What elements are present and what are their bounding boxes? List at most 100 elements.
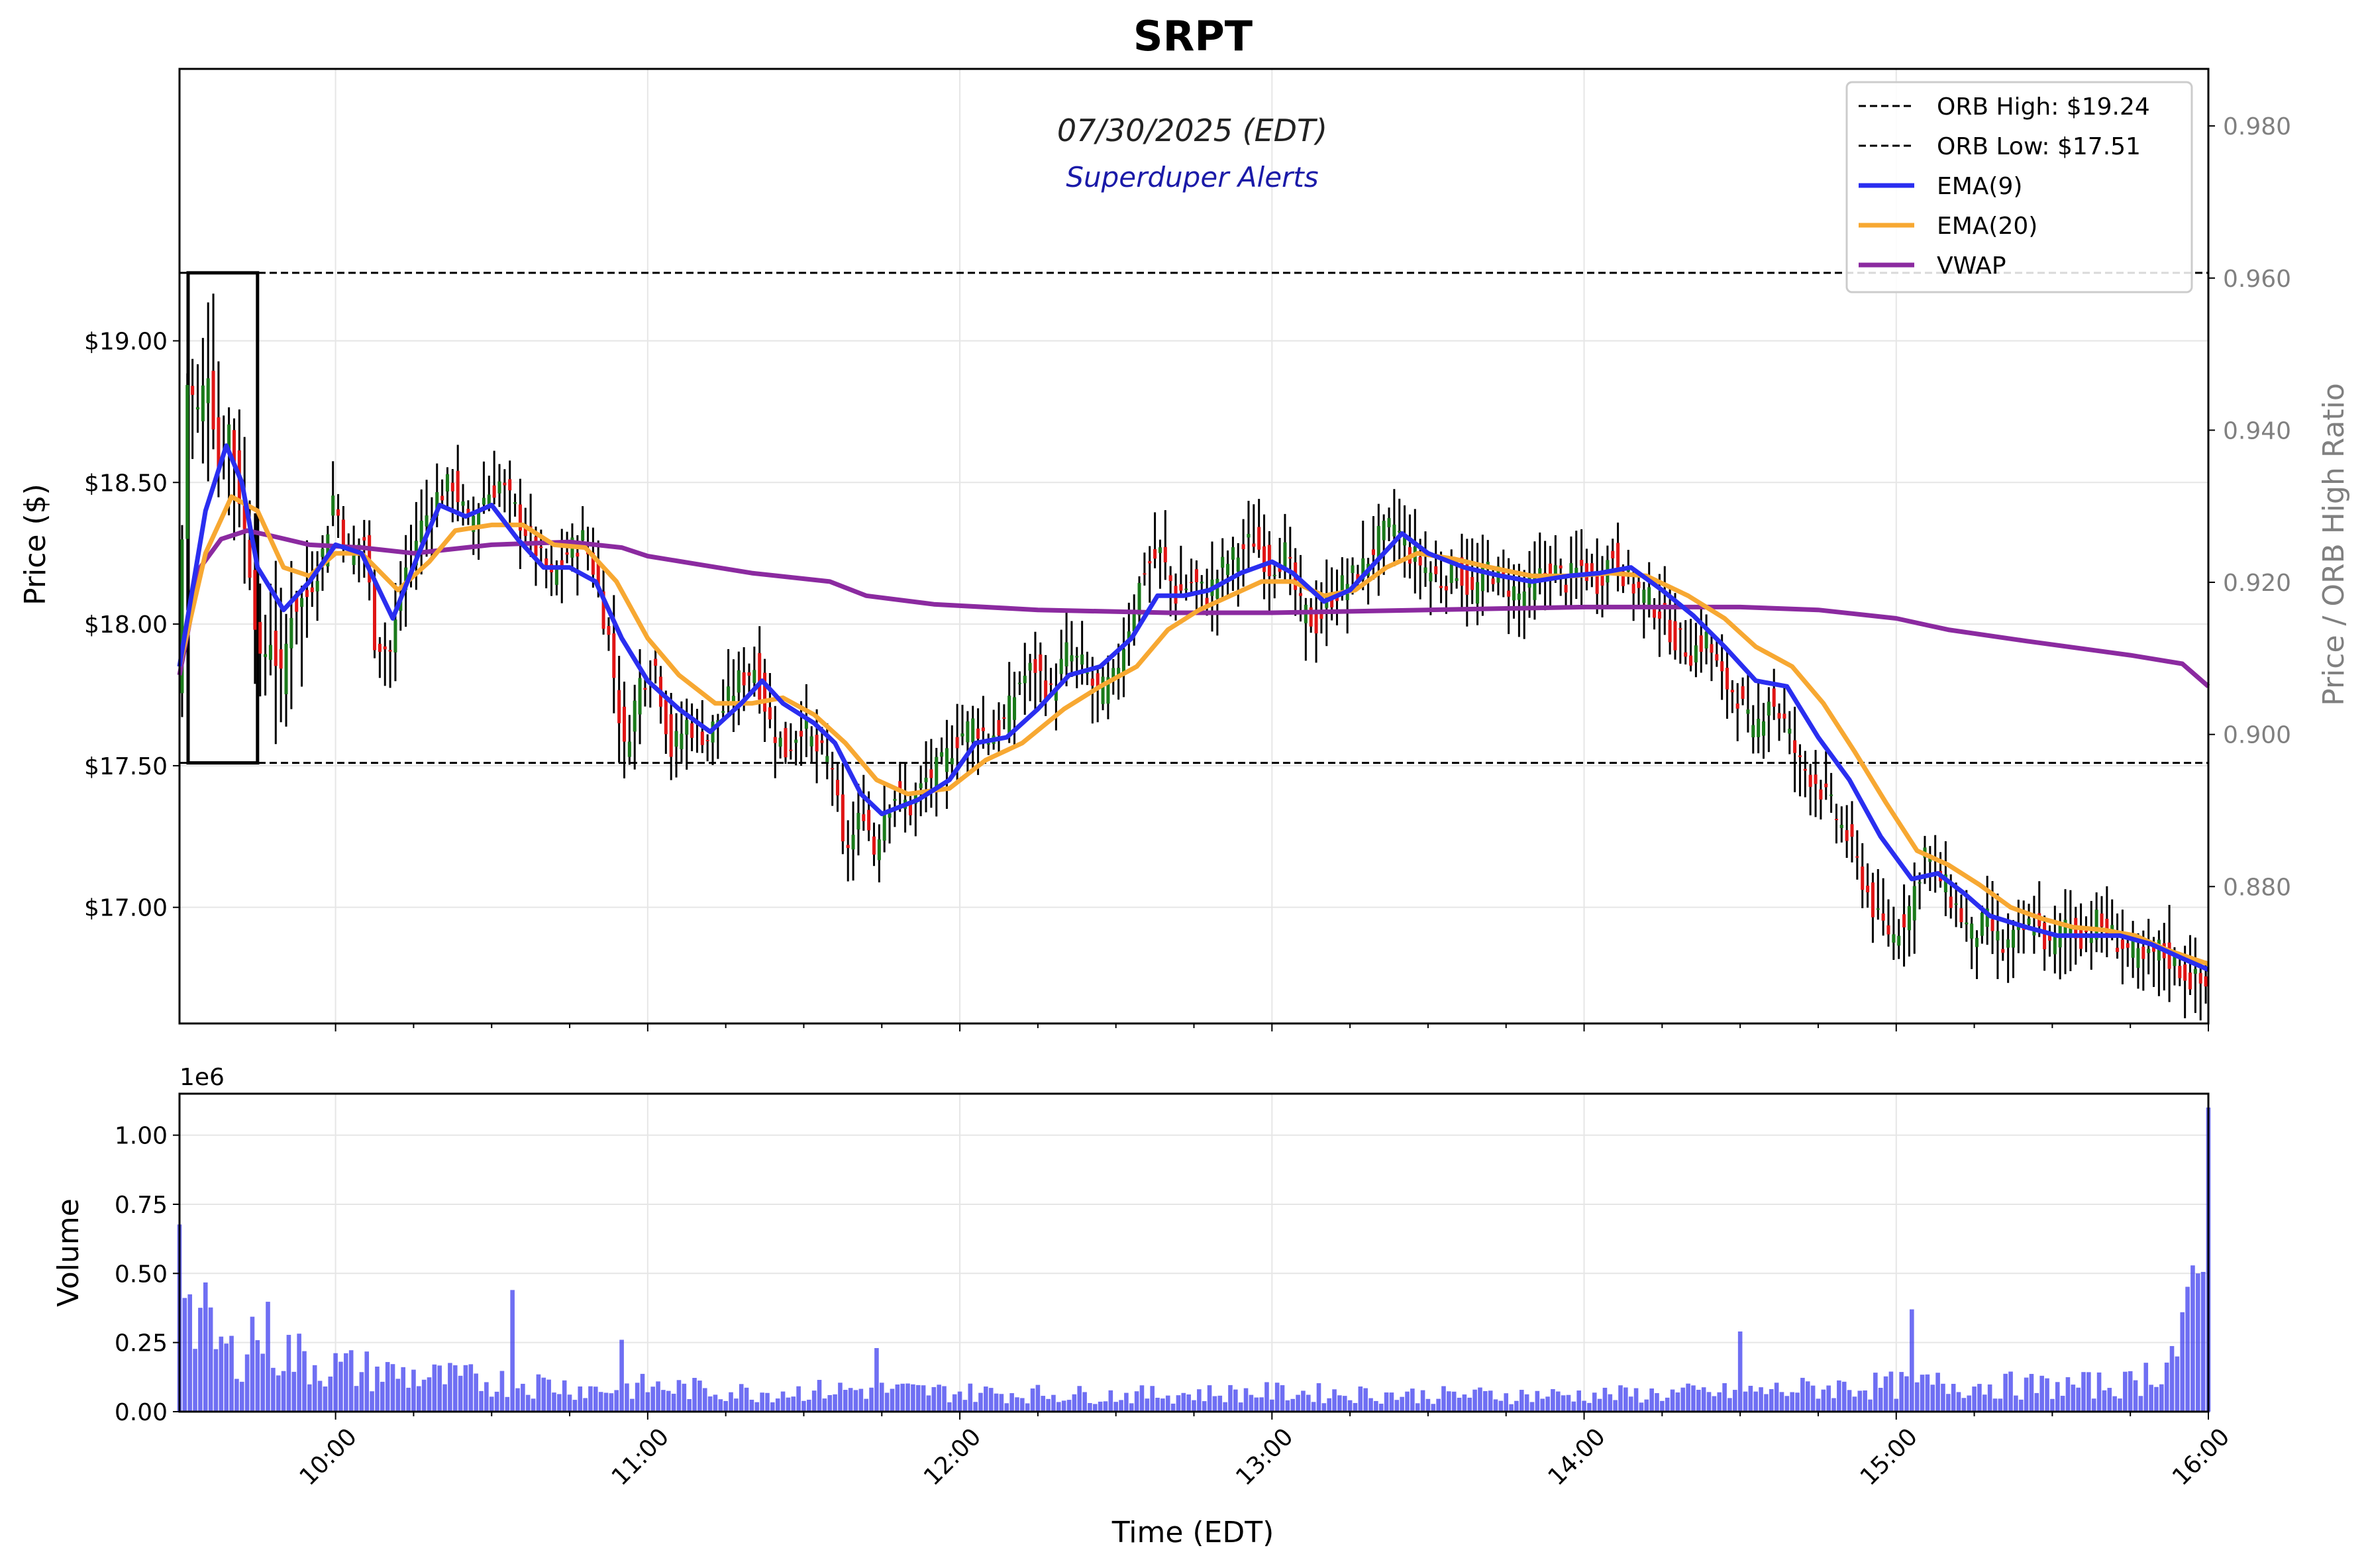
candle-body: [373, 578, 377, 651]
volume-bar: [2091, 1398, 2096, 1412]
candle-body: [315, 580, 319, 592]
volume-bar: [266, 1302, 270, 1412]
candle-body: [1943, 874, 1947, 893]
candle-body: [1283, 542, 1287, 571]
candle-body: [2152, 947, 2156, 952]
volume-bar: [1701, 1387, 1706, 1412]
candle-body: [1975, 937, 1979, 947]
volume-bar: [817, 1380, 822, 1412]
candle-body: [1803, 768, 1807, 771]
volume-bar: [2102, 1390, 2107, 1412]
candle-body: [1460, 557, 1464, 586]
volume-bar: [2003, 1373, 2008, 1412]
volume-bar: [1759, 1387, 1763, 1412]
volume-bar: [791, 1396, 796, 1412]
candle-body: [503, 482, 507, 486]
candle-body: [1403, 537, 1407, 546]
volume-bar: [921, 1385, 926, 1412]
candle-body: [539, 547, 543, 549]
candle-body: [456, 470, 460, 502]
volume-bar: [1805, 1381, 1810, 1412]
volume-bar: [421, 1379, 427, 1412]
candle-body: [1715, 654, 1719, 661]
candle-body: [1631, 584, 1635, 594]
candle-body: [1351, 565, 1355, 574]
volume-bar: [1722, 1383, 1727, 1412]
volume-bar: [1633, 1388, 1639, 1412]
candle-body: [284, 643, 288, 694]
candle-body: [461, 501, 465, 506]
volume-bar: [1451, 1391, 1457, 1412]
candle-body: [466, 509, 470, 514]
candle-body: [1470, 576, 1474, 590]
candle-body: [2047, 932, 2051, 941]
candle-body: [1017, 682, 1021, 684]
candle-body: [1262, 546, 1266, 572]
candle-body: [2079, 929, 2083, 949]
volume-bar: [297, 1333, 301, 1412]
candle-body: [966, 721, 970, 743]
candle-body: [2022, 928, 2026, 930]
volume-bar: [734, 1398, 739, 1412]
volume-bar: [1810, 1385, 1816, 1412]
candle-body: [1710, 644, 1714, 653]
volume-bar: [1327, 1398, 1331, 1412]
price-tick-label: $18.00: [84, 611, 168, 639]
candle-body: [1298, 593, 1303, 596]
candle-body: [1111, 668, 1115, 678]
indicator-lines: [177, 443, 2210, 972]
candle-body: [596, 562, 600, 589]
volume-bar: [588, 1386, 593, 1412]
volume-bar: [281, 1371, 286, 1412]
volume-bar: [463, 1365, 468, 1412]
volume-bar: [895, 1384, 900, 1412]
volume-bar: [942, 1386, 947, 1412]
volume-bar: [1992, 1398, 1998, 1412]
price-axis-label: Price ($): [19, 484, 52, 605]
candle-body: [2084, 931, 2088, 933]
chart-title: SRPT: [1133, 12, 1253, 60]
volume-bar: [1888, 1371, 1894, 1412]
volume-bar: [702, 1388, 707, 1412]
volume-bar: [739, 1384, 744, 1412]
volume-bar: [926, 1395, 931, 1412]
volume-bar: [1270, 1399, 1274, 1412]
candle-body: [1356, 574, 1360, 582]
candle-body: [1689, 655, 1693, 666]
candle-body: [2094, 910, 2098, 940]
candle-body: [1814, 774, 1818, 784]
volume-bar: [707, 1396, 713, 1412]
candle-body: [2100, 914, 2104, 927]
volume-bar: [729, 1392, 733, 1412]
volume-bar: [1519, 1389, 1524, 1412]
candle-body: [851, 835, 855, 850]
volume-bar: [427, 1377, 432, 1412]
candle-body: [1590, 563, 1594, 572]
candle-body: [1845, 830, 1849, 841]
volume-bar: [1311, 1402, 1316, 1412]
legend-label: EMA(9): [1937, 173, 2022, 200]
volume-bar: [915, 1385, 921, 1412]
volume-bar: [1925, 1374, 1930, 1412]
volume-bar: [1748, 1385, 1753, 1412]
candle-body: [227, 424, 231, 452]
volume-bar: [2107, 1388, 2112, 1412]
candle-body: [835, 780, 840, 796]
candle-body: [971, 718, 975, 743]
candle-body: [2011, 929, 2015, 948]
volume-bar: [1285, 1400, 1290, 1412]
volume-bar: [1280, 1385, 1285, 1412]
candle-body: [264, 654, 268, 657]
candle-body: [1720, 661, 1724, 672]
volume-bar: [1061, 1400, 1066, 1412]
candle-body: [242, 499, 246, 529]
volume-bar: [1972, 1386, 1977, 1412]
candle-body: [1132, 612, 1136, 631]
volume-bar: [1863, 1390, 1867, 1412]
volume-bar: [1951, 1384, 1956, 1412]
candle-body: [1023, 676, 1027, 684]
ratio-tick-label: 0.920: [2223, 570, 2291, 597]
volume-bar: [1212, 1396, 1217, 1412]
volume-bar: [1873, 1373, 1878, 1412]
volume-tick-label: 0.25: [115, 1330, 168, 1357]
